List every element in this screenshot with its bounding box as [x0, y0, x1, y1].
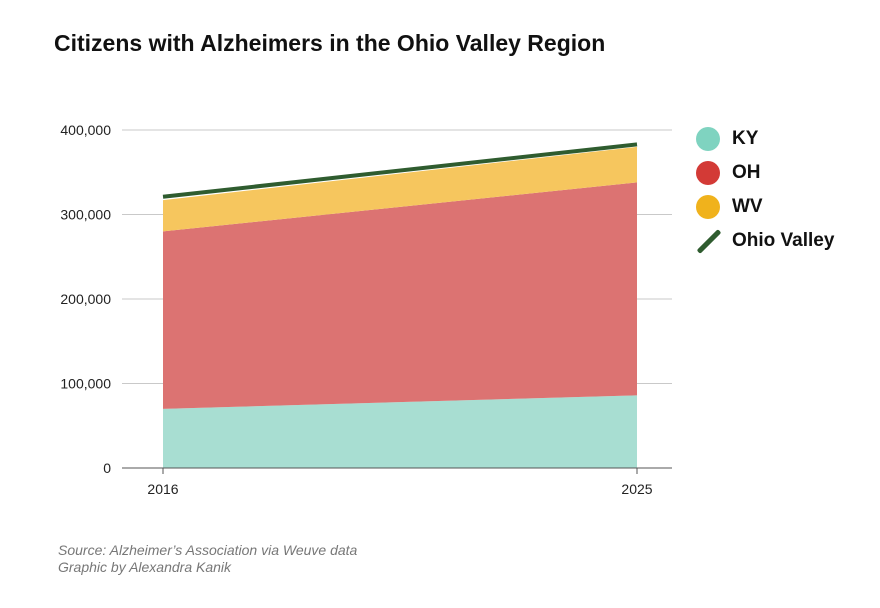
legend-label-ky: KY [732, 128, 759, 149]
source-note: Source: Alzheimer’s Association via Weuv… [58, 542, 357, 576]
area-series-ky [163, 395, 637, 468]
y-tick-label: 400,000 [60, 122, 111, 138]
y-tick-label: 200,000 [60, 291, 111, 307]
legend-line-icon [696, 229, 720, 253]
y-tick-label: 0 [103, 460, 111, 476]
legend-item-oh: OH [696, 156, 834, 190]
legend-label-oh: OH [732, 162, 761, 183]
area-series-oh [163, 182, 637, 409]
axes: 0 100,000 200,000 300,000 400,000 2016 2025 [60, 122, 672, 497]
legend: KY OH WV Ohio Valley [696, 122, 834, 258]
credit-line: Graphic by Alexandra Kanik [58, 559, 232, 575]
legend-item-ohio-valley: Ohio Valley [696, 224, 834, 258]
source-line: Source: Alzheimer’s Association via Weuv… [58, 542, 358, 558]
legend-label-wv: WV [732, 196, 763, 217]
legend-item-ky: KY [696, 122, 834, 156]
x-tick-label: 2025 [621, 481, 652, 497]
total-line-layer [162, 142, 638, 199]
legend-label-ohio-valley: Ohio Valley [732, 230, 835, 251]
chart-title: Citizens with Alzheimers in the Ohio Val… [54, 30, 606, 56]
legend-swatch-ky [696, 127, 720, 151]
x-tick-label: 2016 [147, 481, 178, 497]
line-series-ohio-valley [162, 142, 638, 199]
legend-item-wv: WV [696, 190, 834, 224]
area-series-wv [163, 146, 637, 232]
y-tick-label: 100,000 [60, 376, 111, 392]
legend-swatch-wv [696, 195, 720, 219]
legend-swatch-oh [696, 161, 720, 185]
y-tick-label: 300,000 [60, 207, 111, 223]
stacked-areas [163, 146, 637, 468]
